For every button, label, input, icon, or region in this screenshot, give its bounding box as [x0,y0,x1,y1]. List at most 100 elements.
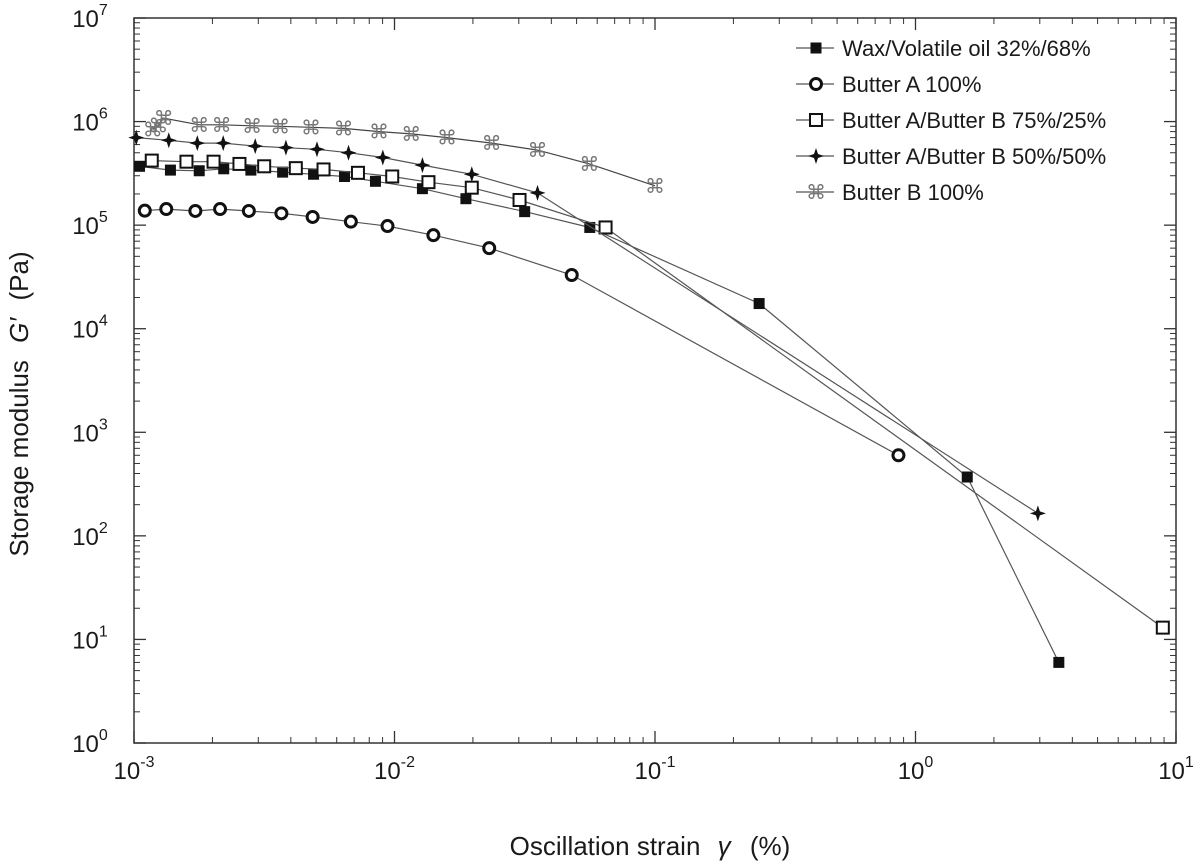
series-line [151,160,1164,629]
data-point [374,149,391,166]
data-point [308,168,320,180]
svg-text:⌘: ⌘ [189,115,209,137]
series-4: ⌘⌘⌘ ⌘ ⌘ ⌘ ⌘ ⌘ ⌘ ⌘ ⌘ ⌘ ⌘ ⌘⌘⌘ [143,108,665,198]
y-axis-title-text: Storage modulus [4,360,34,557]
svg-text:⌘: ⌘ [154,108,174,130]
data-point [339,170,351,182]
data-point [482,241,497,256]
y-axis-title-unit: (Pa) [4,251,34,300]
data-point [426,228,441,243]
svg-text:⌘: ⌘ [333,118,353,140]
data-point [460,193,472,205]
data-point [340,144,357,161]
x-tick-label: 10-3 [114,754,155,785]
legend-label: Butter B 100% [842,180,984,205]
y-tick-label: 101 [72,623,108,654]
data-point [385,169,400,184]
data-point [206,154,221,169]
svg-text:⌘: ⌘ [242,116,262,138]
series-line [144,208,899,456]
data-point: ⌘ [369,122,389,144]
x-tick-label: 101 [1158,754,1194,785]
data-point: ⌘ [148,115,168,137]
svg-text:⌘: ⌘ [143,119,163,141]
data-point: ⌘ [437,128,457,150]
data-point [463,166,480,183]
data-point [159,202,174,217]
data-point: ⌘ [482,133,502,155]
series-0 [134,160,1065,668]
data-point [519,206,531,218]
data-point [308,141,325,158]
legend-marker: ⌘ [806,182,826,204]
x-axis-title: Oscillation strain γ (%) [510,831,791,861]
y-tick-label: 104 [72,313,108,344]
data-point [277,139,294,156]
data-point: ⌘ [645,176,665,198]
legend-label: Wax/Volatile oil 32%/68% [842,36,1091,61]
data-point [464,180,479,195]
legend-marker [809,113,823,127]
data-point [421,175,436,190]
legend-marker [810,42,822,54]
legend-label: Butter A/Butter B 50%/50% [842,144,1106,169]
svg-text:⌘: ⌘ [369,122,389,144]
data-point [584,221,596,233]
y-tick-label: 106 [72,106,108,137]
svg-text:⌘: ⌘ [528,140,548,162]
series-1 [137,202,906,463]
y-tick-label: 103 [72,416,108,447]
data-point [414,157,431,174]
data-point [343,214,358,229]
y-tick-label: 107 [72,2,108,33]
svg-text:⌘: ⌘ [212,115,232,137]
x-axis-title-unit: (%) [750,831,790,861]
data-point [160,132,177,149]
data-point [316,162,331,177]
series-layer: ⌘⌘⌘ ⌘ ⌘ ⌘ ⌘ ⌘ ⌘ ⌘ ⌘ ⌘ ⌘ ⌘⌘⌘ [128,108,1170,668]
svg-text:⌘: ⌘ [401,124,421,146]
series-2 [144,153,1170,635]
x-tick-label: 10-2 [374,754,415,785]
data-point: ⌘ [154,108,174,130]
svg-text:⌘: ⌘ [806,182,826,204]
series-line [152,117,656,187]
data-point [891,448,906,463]
axes: 10-3 10-2 10-1 100 101 100 101 102 103 104 105 106 1… [72,2,1194,785]
data-point [305,209,320,224]
data-point: ⌘ [528,140,548,162]
data-point [241,203,256,218]
data-point [193,165,205,177]
y-axis-title-symbol: G′ [4,317,34,343]
x-tick-label: 10-1 [635,754,676,785]
data-point: ⌘ [189,115,209,137]
data-point [753,298,765,310]
data-point: ⌘ [301,117,321,139]
data-point [1155,620,1170,635]
data-point [164,164,176,176]
legend-item: Butter A/Butter B 50%/50% [796,144,1106,169]
y-tick-label: 105 [72,209,108,240]
data-point: ⌘ [242,116,262,138]
data-point [1029,505,1046,522]
data-point [274,206,289,221]
data-point: ⌘ [212,115,232,137]
data-point [232,156,247,171]
x-axis-title-text: Oscillation strain [510,831,701,861]
y-axis-title: Storage modulus G′ (Pa) [4,251,34,556]
legend-item: Butter A/Butter B 75%/25% [796,108,1106,133]
data-point: ⌘ [401,124,421,146]
data-point [961,471,973,483]
y-tick-label: 100 [72,727,108,758]
data-point [369,175,381,187]
legend-item: Wax/Volatile oil 32%/68% [796,36,1091,61]
data-point [350,165,365,180]
data-point: ⌘ [333,118,353,140]
legend-marker [809,77,823,91]
y-tick-label: 102 [72,520,108,551]
data-point [245,164,257,176]
data-point [1053,656,1065,668]
series-3 [128,129,1046,522]
